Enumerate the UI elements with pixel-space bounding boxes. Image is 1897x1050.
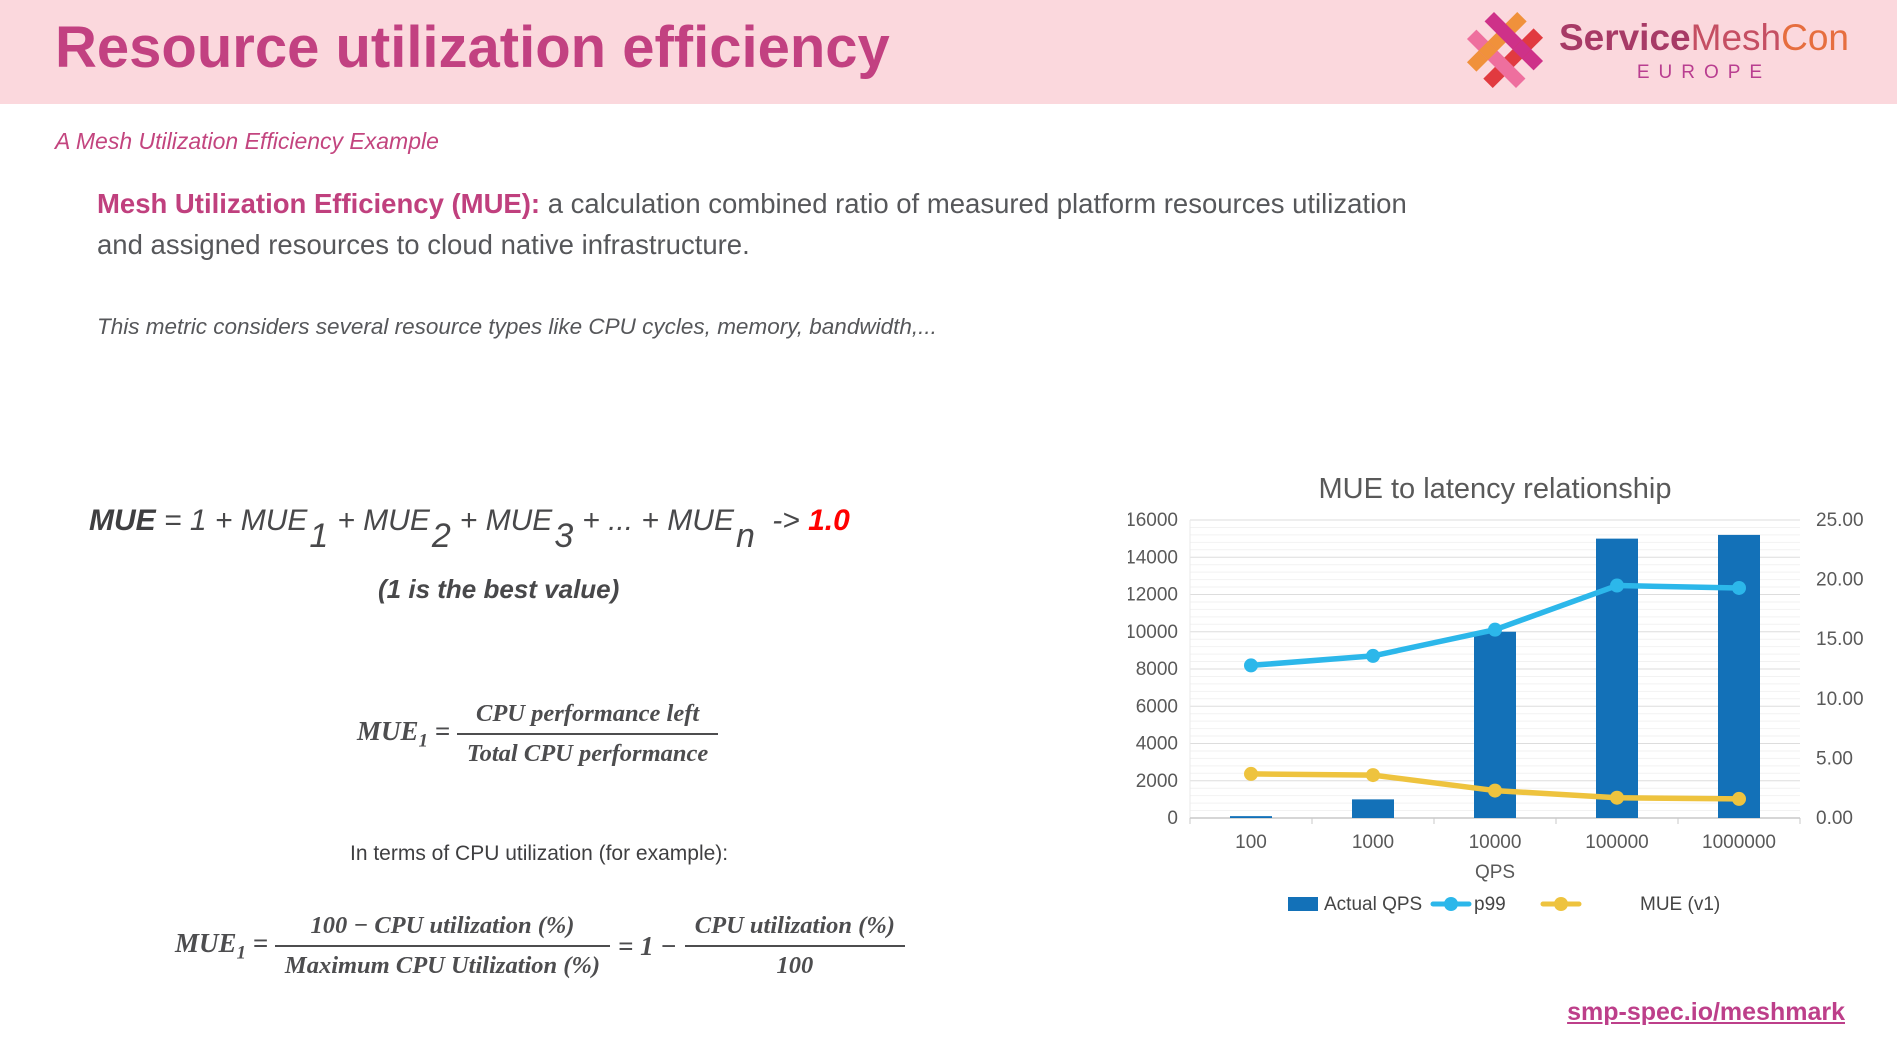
svg-text:25.00: 25.00 bbox=[1816, 510, 1864, 531]
fraction-numerator: 100 − CPU utilization (%) bbox=[310, 912, 575, 939]
fraction-denominator: Maximum CPU Utilization (%) bbox=[274, 945, 611, 980]
fraction-denominator: Total CPU performance bbox=[456, 733, 719, 768]
svg-text:5.00: 5.00 bbox=[1816, 748, 1853, 769]
logo-word-con: Con bbox=[1781, 17, 1849, 58]
formula-segment: MUE bbox=[89, 504, 156, 537]
cpu-utilization-caption: In terms of CPU utilization (for example… bbox=[350, 842, 729, 865]
svg-text:MUE to latency relationship: MUE to latency relationship bbox=[1319, 473, 1672, 505]
logo-word-mesh: Mesh bbox=[1690, 17, 1782, 58]
svg-text:1000: 1000 bbox=[1352, 832, 1394, 853]
formula-segment: + ... + MUE bbox=[582, 504, 734, 537]
line-series bbox=[1244, 578, 1746, 673]
logo-word-service: Service bbox=[1558, 17, 1691, 58]
fraction: CPU performance left Total CPU performan… bbox=[456, 700, 719, 768]
svg-text:4000: 4000 bbox=[1136, 734, 1178, 755]
formula-segment: -> bbox=[763, 504, 809, 537]
mue-latency-chart: 0 2000 4000 6000 8000 10000 12000 14000 16000 0.0… bbox=[1125, 458, 1888, 953]
svg-text:12000: 12000 bbox=[1128, 585, 1178, 606]
svg-text:0: 0 bbox=[1167, 808, 1178, 829]
fraction-denominator: 100 bbox=[684, 945, 905, 980]
formula-mue1-utilization: MUE1 = 100 − CPU utilization (%) Maximum… bbox=[175, 912, 905, 980]
formula-segment: + MUE bbox=[337, 504, 430, 537]
logo-text: ServiceMeshCon EUROPE bbox=[1559, 16, 1849, 84]
svg-text:14000: 14000 bbox=[1128, 547, 1178, 568]
line-series bbox=[1244, 766, 1746, 806]
header-band bbox=[0, 0, 1897, 104]
weave-icon bbox=[1466, 11, 1543, 89]
formula-mue1-performance: MUE1 = CPU performance left Total CPU pe… bbox=[357, 700, 719, 768]
chart-svg: 0 2000 4000 6000 8000 10000 12000 14000 16000 0.0… bbox=[1125, 473, 1864, 915]
svg-text:0.00: 0.00 bbox=[1816, 808, 1853, 829]
svg-text:100000: 100000 bbox=[1585, 832, 1648, 853]
formula-segment: + MUE bbox=[459, 504, 553, 537]
logo-region: EUROPE bbox=[1636, 62, 1772, 83]
slide-subtitle: A Mesh Utilization Efficiency Example bbox=[55, 128, 439, 154]
page-title: Resource utilization efficiency bbox=[55, 15, 890, 80]
svg-text:10000: 10000 bbox=[1128, 622, 1178, 643]
fraction: CPU utilization (%) 100 bbox=[684, 912, 905, 980]
svg-text:2000: 2000 bbox=[1136, 771, 1178, 792]
intro-paragraph: Mesh Utilization Efficiency (MUE): a cal… bbox=[97, 183, 1427, 265]
fraction-numerator: CPU utilization (%) bbox=[694, 912, 895, 939]
axis-labels: 0 2000 4000 6000 8000 10000 12000 14000 16000 0.0… bbox=[1125, 510, 1864, 883]
formula-segment: 1.0 bbox=[808, 504, 850, 537]
formula-segment: n bbox=[735, 517, 755, 555]
svg-text:10.00: 10.00 bbox=[1816, 689, 1864, 710]
formula-mid: = 1 − bbox=[618, 930, 677, 961]
resource-note: This metric considers several resource t… bbox=[97, 314, 937, 339]
footer-link[interactable]: smp-spec.io/meshmark bbox=[1567, 998, 1845, 1026]
fraction-numerator: CPU performance left bbox=[476, 700, 700, 727]
formula-mue: MUE = 1 + MUE1 + MUE2 + MUE3 + ... + MUEn -… bbox=[89, 500, 850, 555]
intro-lead: Mesh Utilization Efficiency (MUE): bbox=[97, 188, 541, 219]
svg-text:p99: p99 bbox=[1474, 894, 1506, 915]
svg-text:100: 100 bbox=[1235, 832, 1267, 853]
formula-lhs: MUE1 = bbox=[357, 715, 457, 752]
formula-segment: 3 bbox=[554, 517, 574, 555]
servicemeshcon-logo: ServiceMeshCon EUROPE bbox=[1465, 6, 1849, 94]
svg-text:16000: 16000 bbox=[1128, 510, 1178, 531]
svg-text:20.00: 20.00 bbox=[1816, 570, 1864, 591]
intro-rest: a calculation combined ratio of measured… bbox=[97, 188, 1407, 260]
formula-segment: 2 bbox=[431, 517, 451, 555]
svg-text:8000: 8000 bbox=[1136, 659, 1178, 680]
formula-mue-caption: (1 is the best value) bbox=[378, 574, 620, 604]
svg-text:MUE (v1): MUE (v1) bbox=[1640, 894, 1720, 915]
svg-text:6000: 6000 bbox=[1136, 696, 1178, 717]
svg-text:10000: 10000 bbox=[1469, 832, 1522, 853]
logo-wordmark: ServiceMeshCon bbox=[1559, 16, 1849, 60]
svg-text:1000000: 1000000 bbox=[1702, 832, 1776, 853]
svg-text:Actual QPS: Actual QPS bbox=[1324, 894, 1422, 915]
formula-segment: 1 bbox=[309, 517, 329, 555]
formula-lhs: MUE1 = bbox=[175, 927, 275, 964]
chart-legend: Actual QPS p99 MUE (v1) bbox=[1288, 894, 1720, 915]
fraction: 100 − CPU utilization (%) Maximum CPU Ut… bbox=[274, 912, 611, 980]
formula-segment: = 1 + MUE bbox=[155, 504, 308, 537]
svg-text:15.00: 15.00 bbox=[1816, 629, 1864, 650]
svg-text:QPS: QPS bbox=[1475, 862, 1515, 883]
